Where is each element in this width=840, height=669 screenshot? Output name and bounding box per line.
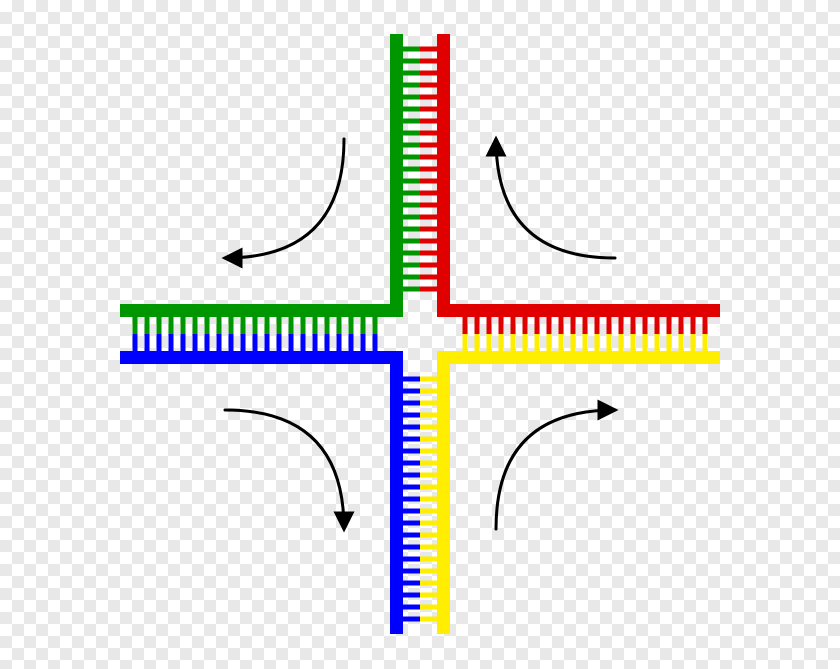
migration-arrows [225, 139, 615, 529]
strand-blue [120, 351, 403, 634]
holliday-junction-diagram [0, 0, 840, 669]
strand-yellow [437, 351, 720, 634]
rungs [133, 47, 708, 622]
arrow-top-right [496, 139, 615, 258]
strand-green [120, 34, 403, 317]
strand-red [437, 34, 720, 317]
arrow-top-left [225, 139, 344, 258]
arrow-bottom-right [496, 410, 615, 529]
arrow-bottom-left [225, 410, 344, 529]
strands [120, 34, 720, 634]
